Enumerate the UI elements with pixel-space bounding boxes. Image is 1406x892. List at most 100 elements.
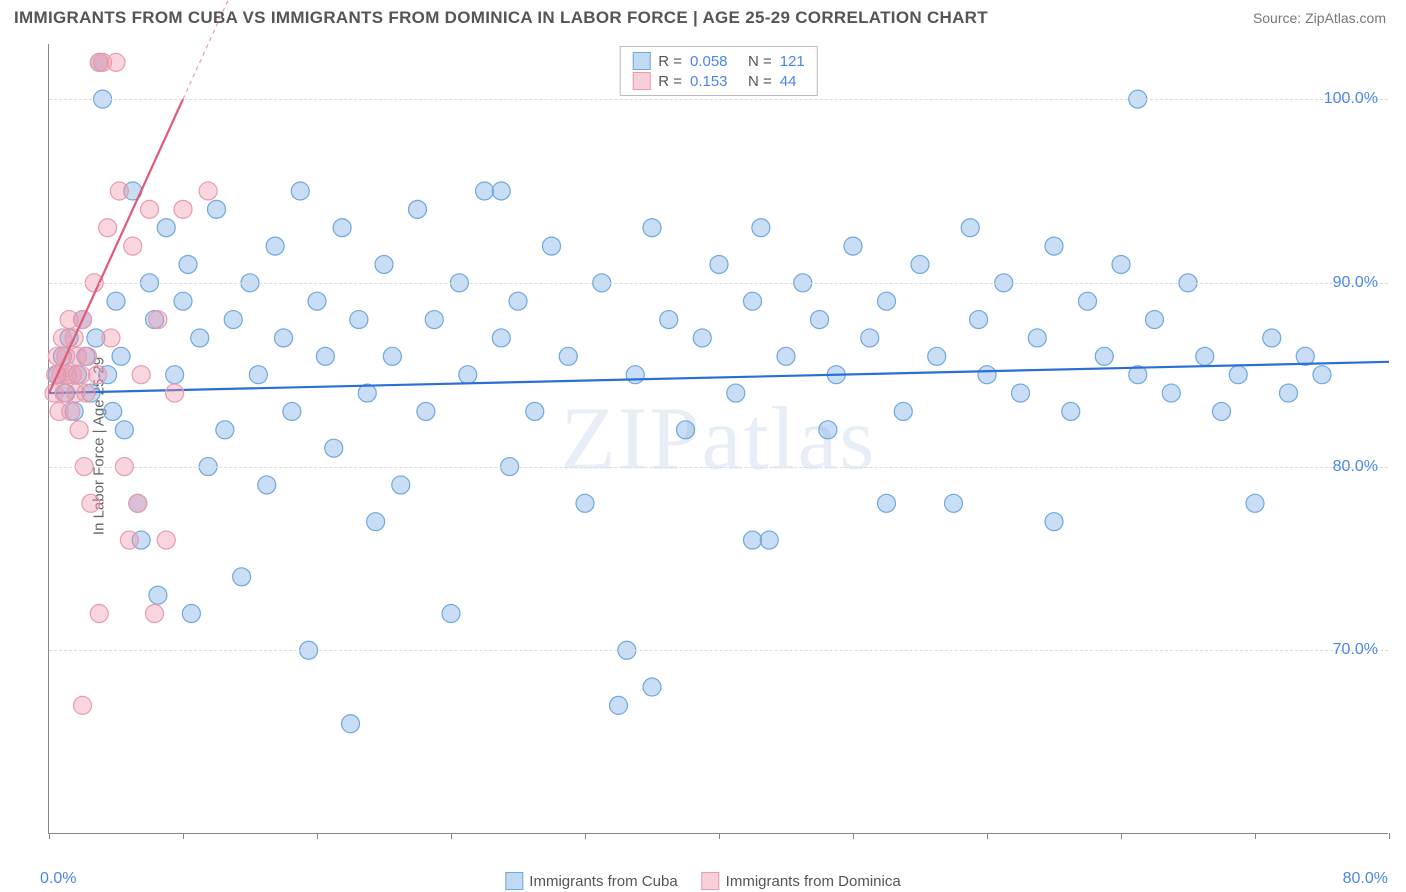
data-point: [291, 182, 309, 200]
x-tick: [853, 833, 854, 839]
r-label: R =: [658, 73, 682, 90]
data-point: [107, 53, 125, 71]
data-point: [342, 715, 360, 733]
legend-row-dominica: R = 0.153 N = 44: [632, 71, 805, 91]
legend-item-dominica: Immigrants from Dominica: [702, 872, 901, 890]
data-point: [107, 292, 125, 310]
data-point: [375, 255, 393, 273]
data-point: [275, 329, 293, 347]
data-point: [174, 292, 192, 310]
swatch-blue-icon: [505, 872, 523, 890]
data-point: [861, 329, 879, 347]
y-tick-label: 70.0%: [1333, 641, 1378, 659]
data-point: [149, 586, 167, 604]
data-point: [79, 347, 97, 365]
data-point: [417, 402, 435, 420]
scatter-svg: [49, 44, 1388, 833]
data-point: [325, 439, 343, 457]
data-point: [208, 200, 226, 218]
data-point: [308, 292, 326, 310]
data-point: [526, 402, 544, 420]
x-tick: [1121, 833, 1122, 839]
data-point: [90, 605, 108, 623]
data-point: [643, 678, 661, 696]
data-point: [1045, 237, 1063, 255]
data-point: [383, 347, 401, 365]
data-point: [928, 347, 946, 365]
data-point: [576, 494, 594, 512]
swatch-blue-icon: [632, 52, 650, 70]
x-axis-max-label: 80.0%: [1343, 870, 1388, 888]
data-point: [166, 384, 184, 402]
data-point: [425, 311, 443, 329]
x-tick: [1389, 833, 1390, 839]
data-point: [157, 219, 175, 237]
data-point: [476, 182, 494, 200]
x-tick: [719, 833, 720, 839]
data-point: [104, 402, 122, 420]
data-point: [157, 531, 175, 549]
data-point: [146, 605, 164, 623]
x-tick: [987, 833, 988, 839]
data-point: [1012, 384, 1030, 402]
gridline: [49, 650, 1388, 651]
data-point: [62, 402, 80, 420]
data-point: [249, 366, 267, 384]
n-label: N =: [748, 73, 772, 90]
data-point: [844, 237, 862, 255]
x-axis-min-label: 0.0%: [40, 870, 76, 888]
data-point: [894, 402, 912, 420]
swatch-pink-icon: [702, 872, 720, 890]
y-tick-label: 80.0%: [1333, 458, 1378, 476]
data-point: [643, 219, 661, 237]
data-point: [811, 311, 829, 329]
x-tick: [183, 833, 184, 839]
data-point: [199, 182, 217, 200]
legend-label-cuba: Immigrants from Cuba: [529, 873, 677, 890]
chart-plot-area: R = 0.058 N = 121 R = 0.153 N = 44 ZIPat…: [48, 44, 1388, 834]
data-point: [1313, 366, 1331, 384]
data-point: [182, 605, 200, 623]
data-point: [1280, 384, 1298, 402]
data-point: [409, 200, 427, 218]
data-point: [1229, 366, 1247, 384]
data-point: [1146, 311, 1164, 329]
x-tick: [49, 833, 50, 839]
data-point: [626, 366, 644, 384]
gridline: [49, 99, 1388, 100]
data-point: [1095, 347, 1113, 365]
r-label: R =: [658, 53, 682, 70]
legend-label-dominica: Immigrants from Dominica: [726, 873, 901, 890]
data-point: [819, 421, 837, 439]
data-point: [610, 696, 628, 714]
data-point: [878, 494, 896, 512]
data-point: [945, 494, 963, 512]
data-point: [492, 329, 510, 347]
x-tick: [317, 833, 318, 839]
data-point: [179, 255, 197, 273]
data-point: [1062, 402, 1080, 420]
correlation-legend: R = 0.058 N = 121 R = 0.153 N = 44: [619, 46, 818, 96]
x-tick: [585, 833, 586, 839]
data-point: [333, 219, 351, 237]
data-point: [89, 366, 107, 384]
data-point: [509, 292, 527, 310]
title-bar: IMMIGRANTS FROM CUBA VS IMMIGRANTS FROM …: [0, 0, 1406, 34]
data-point: [149, 311, 167, 329]
data-point: [266, 237, 284, 255]
data-point: [70, 421, 88, 439]
data-point: [112, 347, 130, 365]
data-point: [141, 200, 159, 218]
data-point: [191, 329, 209, 347]
gridline: [49, 283, 1388, 284]
chart-title: IMMIGRANTS FROM CUBA VS IMMIGRANTS FROM …: [14, 8, 988, 28]
data-point: [559, 347, 577, 365]
data-point: [710, 255, 728, 273]
y-tick-label: 100.0%: [1324, 90, 1378, 108]
data-point: [174, 200, 192, 218]
n-value-dominica: 44: [780, 73, 797, 90]
data-point: [132, 366, 150, 384]
y-tick-label: 90.0%: [1333, 274, 1378, 292]
data-point: [970, 311, 988, 329]
data-point: [392, 476, 410, 494]
